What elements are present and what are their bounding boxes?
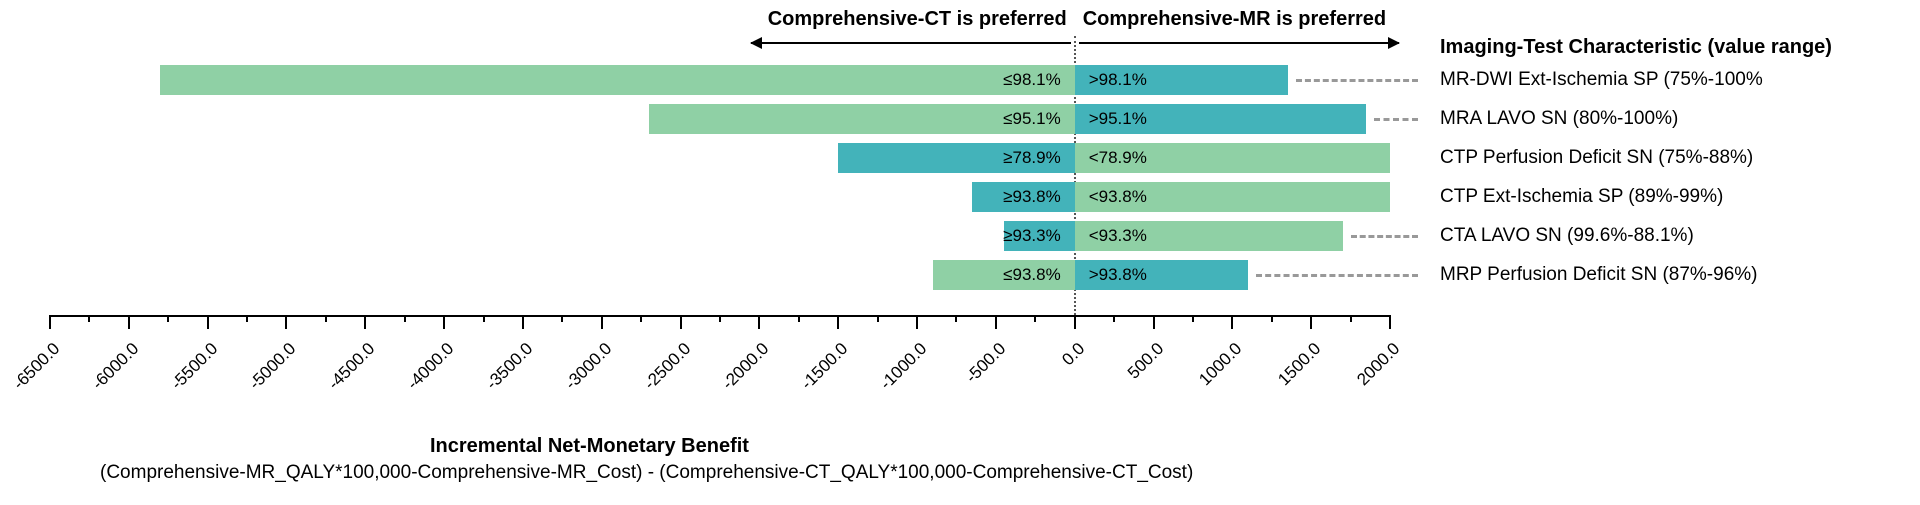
- row-legend: CTA LAVO SN (99.6%-88.1%): [1440, 225, 1694, 247]
- row-legend: MRP Perfusion Deficit SN (87%-96%): [1440, 264, 1757, 286]
- tick-label: 500.0: [1104, 339, 1168, 403]
- tick-minor: [483, 315, 485, 322]
- tick-label: 1500.0: [1262, 339, 1326, 403]
- tick-minor: [561, 315, 563, 322]
- arrow-right: [1079, 42, 1399, 44]
- tick-major: [364, 315, 366, 329]
- tornado-chart: Comprehensive-CT is preferred Comprehensi…: [0, 0, 1920, 505]
- tick-major: [601, 315, 603, 329]
- tick-minor: [719, 315, 721, 322]
- tick-minor: [877, 315, 879, 322]
- header-mr-preferred: Comprehensive-MR is preferred: [1083, 8, 1386, 31]
- tick-label: -6000.0: [79, 339, 143, 403]
- tick-label: -2000.0: [710, 339, 774, 403]
- header-ct-preferred: Comprehensive-CT is preferred: [768, 8, 1067, 31]
- bar-value-label: >98.1%: [1089, 70, 1147, 90]
- bar-value-label: ≤93.8%: [1003, 265, 1061, 285]
- bar-value-label: <93.3%: [1089, 226, 1147, 246]
- tick-minor: [1113, 315, 1115, 322]
- connector-dash: [1374, 118, 1418, 121]
- bar-value-label: ≥93.8%: [1003, 187, 1061, 207]
- tick-label: -4000.0: [395, 339, 459, 403]
- connector-dash: [1351, 235, 1418, 238]
- tick-major: [1153, 315, 1155, 329]
- bar-value-label: >93.8%: [1089, 265, 1147, 285]
- tick-major: [128, 315, 130, 329]
- tick-label: 0.0: [1025, 339, 1089, 403]
- bar-value-label: <93.8%: [1089, 187, 1147, 207]
- x-axis-title: Incremental Net-Monetary Benefit: [430, 435, 749, 458]
- tick-label: 2000.0: [1341, 339, 1405, 403]
- connector-dash: [1256, 274, 1418, 277]
- tick-minor: [640, 315, 642, 322]
- tick-major: [995, 315, 997, 329]
- tick-major: [758, 315, 760, 329]
- tick-major: [443, 315, 445, 329]
- tick-major: [1310, 315, 1312, 329]
- tick-minor: [88, 315, 90, 322]
- bar-value-label: <78.9%: [1089, 148, 1147, 168]
- tick-major: [207, 315, 209, 329]
- connector-dash: [1296, 79, 1418, 82]
- row-legend: MRA LAVO SN (80%-100%): [1440, 108, 1678, 130]
- tick-minor: [798, 315, 800, 322]
- bar-value-label: ≥78.9%: [1003, 148, 1061, 168]
- tick-minor: [325, 315, 327, 322]
- tick-minor: [1350, 315, 1352, 322]
- tick-label: -1000.0: [868, 339, 932, 403]
- tick-minor: [1271, 315, 1273, 322]
- tick-major: [837, 315, 839, 329]
- tick-major: [916, 315, 918, 329]
- tick-label: -4500.0: [316, 339, 380, 403]
- tick-major: [49, 315, 51, 329]
- tick-major: [1389, 315, 1391, 329]
- tick-major: [285, 315, 287, 329]
- row-legend: CTP Perfusion Deficit SN (75%-88%): [1440, 147, 1753, 169]
- tick-major: [680, 315, 682, 329]
- row-legend: CTP Ext-Ischemia SP (89%-99%): [1440, 186, 1723, 208]
- tick-major: [522, 315, 524, 329]
- tick-minor: [1034, 315, 1036, 322]
- bar-value-label: ≤95.1%: [1003, 109, 1061, 129]
- tick-minor: [955, 315, 957, 322]
- tick-minor: [404, 315, 406, 322]
- tick-label: -3500.0: [473, 339, 537, 403]
- bar-value-label: ≥93.3%: [1003, 226, 1061, 246]
- arrow-left: [751, 42, 1071, 44]
- bar-segment: [160, 65, 1074, 95]
- tick-minor: [1192, 315, 1194, 322]
- legend-title: Imaging-Test Characteristic (value range…: [1440, 36, 1832, 59]
- tick-label: -5000.0: [237, 339, 301, 403]
- tick-label: 1000.0: [1183, 339, 1247, 403]
- row-legend: MR-DWI Ext-Ischemia SP (75%-100%: [1440, 69, 1763, 91]
- tick-label: -3000.0: [552, 339, 616, 403]
- tick-major: [1074, 315, 1076, 329]
- tick-minor: [167, 315, 169, 322]
- tick-label: -1500.0: [789, 339, 853, 403]
- tick-label: -5500.0: [158, 339, 222, 403]
- bar-value-label: ≤98.1%: [1003, 70, 1061, 90]
- bar-value-label: >95.1%: [1089, 109, 1147, 129]
- x-axis-subtitle: (Comprehensive-MR_QALY*100,000-Comprehen…: [100, 462, 1193, 484]
- tick-minor: [246, 315, 248, 322]
- tick-label: -6500.0: [1, 339, 65, 403]
- tick-label: -500.0: [946, 339, 1010, 403]
- tick-major: [1231, 315, 1233, 329]
- tick-label: -2500.0: [631, 339, 695, 403]
